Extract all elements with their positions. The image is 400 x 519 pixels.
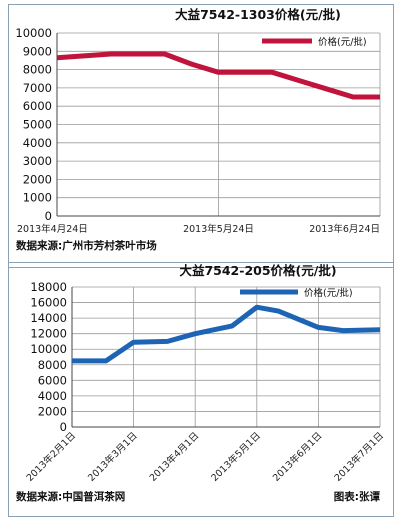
chart2-y-tick-label: 4000 [38,389,67,403]
chart1-y-tick-label: 5000 [23,118,52,132]
chart1-y-tick-label: 7000 [23,81,52,95]
chart2-x-tick-label: 2013年3月1日 [85,430,139,484]
chart1-x-tick-label: 2013年6月24日 [309,223,380,235]
chart2-y-tick-label: 0 [60,420,67,434]
chart2-source: 数据来源:中国普洱茶网 [15,490,125,503]
chart2-x-tick-label: 2013年5月1日 [209,430,263,484]
chart1-y-tick-label: 10000 [15,26,52,40]
chart2-y-tick-label: 8000 [38,358,67,372]
chart2-y-tick-label: 6000 [38,373,67,387]
chart1-y-tick-label: 6000 [23,99,52,113]
chart1-y-tick-label: 2000 [23,172,52,186]
chart2-title: 大益7542-205价格(元/批) [179,263,336,278]
chart2-y-tick-label: 16000 [30,296,67,310]
chart1-y-tick-label: 8000 [23,63,52,77]
chart2-legend-label: 价格(元/批) [304,287,353,299]
chart2-frame [8,262,394,517]
chart2-y-tick-label: 18000 [30,280,67,294]
chart1-legend-label: 价格(元/批) [318,36,367,48]
chart1-y-tick-label: 1000 [23,191,52,205]
chart1-y-tick-label: 3000 [23,154,52,168]
chart1-y-tick-label: 0 [45,209,52,223]
chart1-series-line [56,51,380,100]
chart1-y-tick-label: 9000 [23,44,52,58]
chart2-credit: 图表:张谭 [334,490,381,503]
chart2-x-tick-label: 2013年6月1日 [270,430,324,484]
chart2-series-line [72,304,381,364]
chart1-title: 大益7542-1303价格(元/批) [175,7,341,22]
chart1-frame [8,4,394,268]
chart2-x-tick-label: 2013年2月1日 [24,430,78,484]
chart2-y-tick-label: 14000 [30,311,67,325]
chart1-source: 数据来源:广州市芳村茶叶市场 [15,239,157,252]
chart1-x-tick-label: 2013年4月24日 [17,223,88,235]
chart2-y-tick-label: 10000 [30,342,67,356]
chart1-x-tick-label: 2013年5月24日 [183,223,254,235]
chart2-y-tick-label: 2000 [38,404,67,418]
chart1-y-tick-label: 4000 [23,136,52,150]
chart2-x-tick-label: 2013年4月1日 [147,430,201,484]
chart2-x-tick-label: 2013年7月1日 [332,430,386,484]
chart2-y-tick-label: 12000 [30,327,67,341]
